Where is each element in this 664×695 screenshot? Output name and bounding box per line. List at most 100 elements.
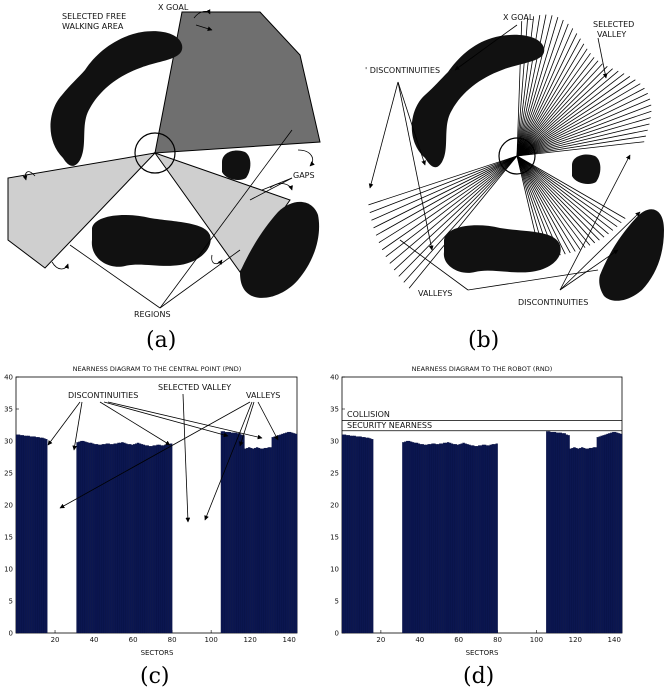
bar [483, 444, 487, 634]
bar [269, 447, 272, 634]
bar [450, 443, 454, 634]
valley-ray [516, 110, 652, 157]
selected-valley-label-1: SELECTED [593, 20, 634, 29]
obstacle-bottom-center-b [443, 225, 561, 273]
bar [577, 448, 580, 634]
bar [481, 444, 485, 634]
valley-rays [368, 14, 652, 289]
bar [444, 442, 448, 634]
bar [21, 435, 25, 634]
bar [146, 445, 149, 634]
valley-ray [403, 155, 518, 283]
bar [470, 445, 473, 634]
bar [606, 433, 609, 634]
bar [437, 444, 440, 634]
bar [415, 442, 419, 634]
bar [142, 444, 146, 634]
bar [273, 436, 276, 634]
bar [353, 435, 356, 634]
bar [117, 442, 120, 634]
bar [101, 444, 105, 634]
obstacle-right-b [599, 209, 664, 301]
robot-circle [134, 132, 176, 174]
panel-d: NEARNESS DIAGRAM TO THE ROBOT (RND) 0 5 10… [330, 365, 623, 689]
bar [462, 442, 465, 634]
valley-ray [516, 48, 588, 157]
valley-ray [516, 155, 600, 241]
valley-ray [516, 155, 609, 235]
y-tick-label: 35 [4, 406, 13, 414]
y-tick-label: 15 [4, 534, 13, 542]
bar [579, 447, 582, 634]
valley-ray [375, 155, 518, 236]
x-goal-label-b: X GOAL [503, 13, 534, 22]
valley-ray [516, 155, 576, 252]
x-tick-label: 80 [168, 636, 177, 644]
valley-ray [516, 141, 645, 157]
valley-ray [516, 92, 648, 157]
bar [485, 445, 489, 634]
selected-valley-label-2: VALLEY [597, 30, 626, 39]
obstacle-worm-b [411, 34, 545, 168]
bar [359, 436, 362, 634]
bar [549, 431, 553, 634]
bar [248, 447, 251, 634]
obstacle-right [240, 201, 320, 298]
chart-title-c: NEARNESS DIAGRAM TO THE CENTRAL POINT (P… [73, 365, 242, 373]
bar [600, 435, 603, 634]
bar [90, 442, 93, 634]
bar [33, 436, 36, 634]
bar [45, 439, 48, 634]
bar [602, 435, 605, 634]
bar [78, 441, 81, 634]
y-tick-label: 0 [9, 630, 13, 638]
y-tick-label: 25 [330, 470, 339, 478]
selected-area-label-2: WALKING AREA [62, 22, 124, 31]
bar [166, 444, 169, 634]
valley-ray [516, 155, 586, 248]
bar [489, 444, 492, 634]
bar [265, 447, 269, 634]
bar [561, 433, 564, 634]
valley-ray [398, 155, 518, 277]
y-tick-label: 30 [4, 438, 13, 446]
bar [109, 444, 112, 634]
bar [255, 447, 259, 634]
bar [571, 447, 574, 634]
y-tick-label: 15 [330, 534, 339, 542]
bar [464, 443, 467, 634]
bar [487, 445, 491, 634]
bar [355, 436, 358, 634]
y-tick-label: 10 [330, 566, 339, 574]
valley-ray [516, 17, 559, 157]
valley-ray [516, 135, 646, 157]
bar [289, 431, 292, 634]
bar [421, 444, 424, 634]
bar [92, 443, 95, 634]
bar [39, 437, 42, 634]
bar [261, 448, 265, 634]
bar [103, 444, 107, 634]
bar [592, 447, 596, 634]
bar [170, 443, 173, 634]
bar [474, 446, 477, 634]
bar [559, 432, 562, 634]
bar [573, 447, 576, 634]
y-tick-label: 35 [330, 406, 339, 414]
y-tick-label: 5 [9, 598, 13, 606]
valley-ray [516, 104, 652, 157]
bar [35, 437, 38, 634]
bar [546, 431, 549, 634]
bar [84, 441, 87, 634]
selected-free-walking-area [154, 11, 321, 154]
bar [76, 442, 79, 634]
bar [404, 441, 407, 634]
annotation-selected-valley: SELECTED VALLEY [158, 383, 231, 392]
bar [160, 445, 163, 634]
bar [259, 448, 263, 634]
valley-ray [373, 155, 518, 229]
bar [409, 441, 413, 634]
bar [476, 446, 479, 634]
bar [119, 442, 122, 634]
bar [144, 445, 148, 634]
